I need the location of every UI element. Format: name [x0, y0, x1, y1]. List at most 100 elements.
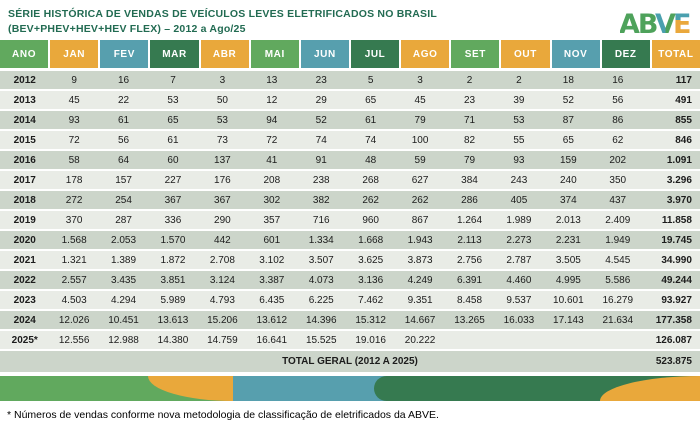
year-cell: 2017 — [13, 174, 36, 186]
value-cell: 79 — [463, 154, 476, 166]
value-cell: 350 — [609, 174, 627, 186]
value-cell: 64 — [117, 154, 130, 166]
value-cell: 3.507 — [308, 254, 334, 266]
value-cell: 4.249 — [407, 274, 433, 286]
value-cell: 4.460 — [506, 274, 532, 286]
value-cell: 59 — [414, 154, 426, 166]
value-cell: 53 — [167, 94, 179, 106]
value-cell: 48 — [365, 154, 377, 166]
total-cell: 846 — [675, 134, 692, 146]
value-cell: 1.389 — [111, 254, 137, 266]
value-cell: 227 — [164, 174, 182, 186]
table-row: 2019 370 287 336 290 357 716 960 867 1.264 1.989 2.… — [0, 211, 700, 229]
value-cell: 65 — [365, 94, 377, 106]
column-header-out: OUT — [501, 40, 550, 68]
column-header-total: TOTAL — [651, 40, 700, 68]
value-cell: 2.113 — [457, 234, 482, 246]
abve-logo: AB V E — [620, 9, 690, 38]
value-cell: 100 — [411, 134, 429, 146]
month-header-row: ANO JAN FEV MAR ABR MAI JUN JUL AGO SET OUT NOV DEZ T… — [0, 40, 700, 68]
total-cell: 3.296 — [666, 174, 692, 186]
value-cell: 10.451 — [108, 314, 139, 326]
value-cell: 367 — [164, 194, 182, 206]
value-cell: 16.033 — [503, 314, 535, 326]
total-cell: 3.970 — [666, 194, 692, 206]
value-cell: 384 — [461, 174, 478, 186]
total-cell: 1.091 — [666, 154, 692, 166]
value-cell: 18 — [562, 74, 574, 86]
value-cell: 2 — [516, 74, 522, 86]
page-title: SÉRIE HISTÓRICA DE VENDAS DE VEÍCULOS LE… — [8, 8, 437, 20]
value-cell: 74 — [315, 134, 327, 146]
total-cell: 491 — [675, 94, 692, 106]
year-cell: 2016 — [13, 154, 36, 166]
value-cell: 58 — [68, 154, 80, 166]
value-cell: 2.557 — [61, 274, 87, 286]
value-cell: 16 — [117, 74, 130, 86]
value-cell: 56 — [612, 94, 624, 106]
table-row: 2023 4.503 4.294 5.989 4.793 6.435 6.225 7.462 9… — [0, 291, 700, 309]
total-cell: 855 — [675, 114, 692, 126]
value-cell: 1.949 — [605, 234, 631, 246]
value-cell: 137 — [214, 154, 231, 166]
value-cell: 262 — [411, 194, 429, 206]
value-cell: 74 — [365, 134, 377, 146]
value-cell: 91 — [315, 154, 327, 166]
value-cell: 1.943 — [407, 234, 433, 246]
value-cell: 52 — [315, 114, 327, 126]
value-cell: 157 — [115, 174, 132, 186]
table-row: 2020 1.568 2.053 1.570 442 601 1.334 1.668 1.943… — [0, 231, 700, 249]
value-cell: 1.334 — [308, 234, 334, 246]
value-cell: 9.537 — [506, 294, 532, 306]
value-cell: 20.222 — [404, 334, 436, 346]
total-cell: 93.927 — [661, 294, 692, 306]
value-cell: 208 — [263, 174, 281, 186]
year-cell: 2019 — [13, 214, 36, 226]
value-cell: 287 — [115, 214, 132, 226]
value-cell: 14.380 — [157, 334, 189, 346]
value-cell: 15.525 — [305, 334, 337, 346]
table-row: 2013 45 22 53 50 12 29 65 45 23 39 52 56 491 — [0, 91, 700, 109]
year-cell: 2024 — [13, 314, 36, 326]
value-cell: 82 — [463, 134, 476, 146]
value-cell: 55 — [513, 134, 525, 146]
value-cell: 3.435 — [111, 274, 137, 286]
value-cell: 5 — [367, 74, 374, 86]
value-cell: 1.264 — [456, 214, 483, 226]
table-row: 2021 1.321 1.389 1.872 2.708 3.102 3.507 3.625 3… — [0, 251, 700, 269]
value-cell: 72 — [266, 134, 278, 146]
value-cell: 3.387 — [259, 274, 285, 286]
value-cell: 2.409 — [605, 214, 631, 226]
value-cell: 1.568 — [61, 234, 87, 246]
value-cell: 437 — [609, 194, 627, 206]
year-cell: 2022 — [13, 274, 36, 286]
value-cell: 2.708 — [209, 254, 235, 266]
value-cell: 21.634 — [602, 314, 634, 326]
value-cell: 4.793 — [209, 294, 235, 306]
value-cell: 716 — [312, 214, 330, 226]
column-header-jul: JUL — [350, 40, 400, 68]
total-geral-value: 523.875 — [655, 356, 692, 367]
value-cell: 262 — [362, 194, 379, 206]
value-cell: 268 — [362, 174, 379, 186]
column-header-ago: AGO — [401, 40, 450, 68]
page-subtitle: (BEV+PHEV+HEV+HEV FLEX) – 2012 a Ago/25 — [8, 23, 246, 36]
value-cell: 3.873 — [407, 254, 433, 266]
value-cell: 240 — [560, 174, 577, 186]
total-cell: 126.087 — [655, 334, 692, 346]
value-cell: 23 — [463, 94, 476, 106]
year-cell: 2015 — [13, 134, 36, 146]
value-cell: 29 — [315, 94, 327, 106]
table-body: 2012 9 16 7 3 13 23 5 3 2 2 18 16 117 2013 45 22 53 50 12 29… — [0, 71, 700, 349]
header: SÉRIE HISTÓRICA DE VENDAS DE VEÍCULOS LE… — [0, 0, 700, 40]
value-cell: 61 — [117, 114, 130, 126]
value-cell: 2.231 — [555, 234, 581, 246]
value-cell: 2.053 — [111, 234, 137, 246]
value-cell: 601 — [263, 234, 281, 246]
value-cell: 4.545 — [605, 254, 631, 266]
column-header-abr: ABR — [200, 40, 249, 68]
value-cell: 1.570 — [160, 234, 186, 246]
value-cell: 286 — [461, 194, 478, 206]
value-cell: 3.136 — [358, 274, 384, 286]
